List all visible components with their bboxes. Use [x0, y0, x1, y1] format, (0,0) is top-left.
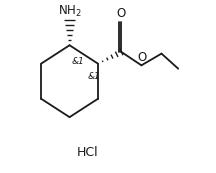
Text: O: O: [138, 51, 147, 64]
Text: NH$_2$: NH$_2$: [58, 3, 81, 19]
Text: O: O: [117, 7, 126, 20]
Text: &1: &1: [87, 72, 100, 81]
Text: HCl: HCl: [77, 146, 99, 159]
Text: &1: &1: [72, 57, 85, 66]
